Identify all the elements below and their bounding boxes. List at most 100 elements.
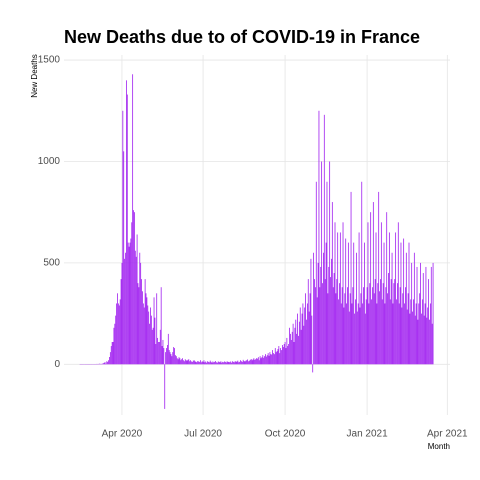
bar [226, 361, 228, 365]
bar [111, 341, 113, 365]
bar [123, 151, 125, 365]
bar [137, 283, 139, 365]
bar [279, 353, 281, 365]
bar [264, 356, 265, 365]
bar [225, 362, 227, 365]
bar [166, 348, 167, 365]
bar [237, 360, 239, 365]
bar [223, 362, 224, 365]
bar [344, 293, 346, 365]
bar [152, 327, 154, 365]
bar [323, 252, 324, 365]
bar [168, 350, 170, 365]
y-tick-label: 1000 [38, 156, 61, 167]
bar [185, 360, 187, 365]
bar [317, 262, 319, 365]
y-tick-label: 1500 [38, 55, 61, 66]
bar [420, 262, 421, 365]
bar [304, 307, 306, 365]
bar [423, 315, 425, 365]
bar [238, 362, 240, 365]
bar [393, 283, 395, 365]
bar [355, 252, 357, 365]
bar [265, 356, 267, 365]
bar [288, 344, 290, 365]
bar [197, 361, 199, 365]
bar [416, 266, 418, 365]
bar [205, 361, 207, 365]
bar [130, 238, 132, 365]
bar [112, 341, 114, 365]
bar [191, 361, 192, 365]
bar [287, 346, 289, 365]
bar [285, 348, 287, 365]
bar [114, 323, 116, 365]
bar [278, 346, 280, 365]
bar [372, 287, 373, 365]
bar [366, 287, 368, 365]
bar [339, 232, 341, 365]
bar [277, 349, 279, 365]
bar [122, 110, 124, 365]
bar [136, 234, 138, 365]
bar [211, 362, 213, 365]
bar [384, 303, 386, 365]
bar [228, 361, 230, 365]
bar [376, 303, 378, 365]
bar [233, 362, 235, 365]
bar [198, 361, 200, 365]
bar [387, 293, 388, 365]
bar [429, 303, 431, 365]
bar [380, 222, 382, 365]
bar [274, 348, 276, 365]
bar [259, 356, 261, 365]
bar [252, 359, 254, 365]
bar [200, 362, 202, 365]
bar [399, 287, 401, 365]
bar [409, 313, 411, 365]
bar [148, 311, 150, 365]
bar [296, 333, 298, 365]
bar [120, 279, 122, 365]
bar [283, 344, 285, 365]
bar [375, 232, 377, 365]
bar [209, 360, 211, 365]
bar [251, 360, 253, 365]
bar [273, 354, 275, 365]
bar [321, 161, 323, 365]
bar [385, 287, 387, 365]
bar [222, 361, 224, 365]
bar [364, 313, 366, 365]
bar [210, 361, 212, 365]
bar [413, 252, 415, 365]
bar [292, 323, 294, 365]
bar [333, 273, 335, 365]
bar [367, 222, 369, 365]
bar [316, 297, 318, 365]
bar [345, 238, 347, 365]
bar [216, 362, 218, 365]
bar [397, 222, 399, 365]
bar [140, 262, 142, 365]
bar [378, 191, 380, 365]
bar [129, 242, 131, 365]
bar [150, 307, 151, 365]
bar [227, 362, 229, 365]
bar [108, 360, 109, 365]
bar [267, 353, 269, 365]
bar [282, 347, 284, 365]
bar [298, 335, 299, 365]
bar [131, 222, 133, 365]
bar [369, 283, 371, 365]
bar [127, 242, 129, 365]
bar [99, 363, 101, 365]
bar [194, 361, 196, 365]
bar [214, 361, 216, 365]
bar [149, 323, 150, 365]
bar [273, 353, 274, 365]
bar [224, 361, 225, 365]
bar [265, 354, 266, 365]
bar [256, 358, 257, 365]
bar [157, 337, 159, 365]
